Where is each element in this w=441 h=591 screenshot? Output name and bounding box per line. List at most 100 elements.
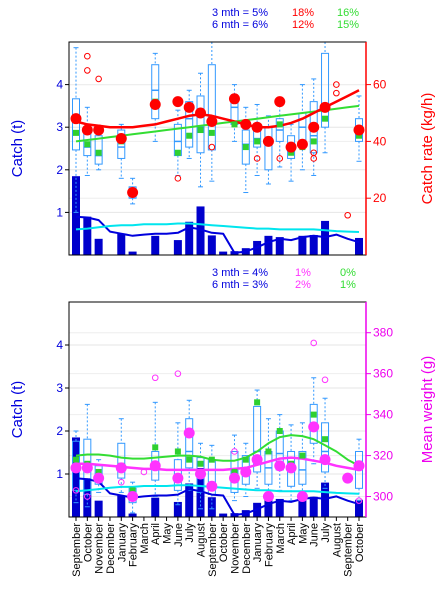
catch-bar: [173, 501, 182, 517]
month-label: May: [162, 523, 174, 544]
mean-weight-point: [342, 472, 354, 484]
panel-bottom: 1 2 3 4 300 320 340 360 380 Catch (t) Mean weight …: [9, 267, 436, 518]
catch-bar: [298, 235, 307, 255]
left-tick-label: 2: [56, 424, 63, 438]
right-tick-label: 340: [373, 408, 393, 422]
mean-weight-point: [240, 466, 252, 478]
green-point: [276, 428, 283, 434]
catch-rate-point: [296, 138, 308, 150]
box: [207, 64, 216, 151]
stat-value-2: 16%: [337, 7, 359, 19]
stat-value-2: 1%: [340, 279, 356, 291]
green-point: [95, 468, 102, 475]
right-tick-label: 20: [373, 191, 387, 205]
panel-top: 1 2 3 4 20 40 60 Catch (t) Catch rate (kg/h) 3 mt…: [9, 7, 436, 256]
weight-outlier: [321, 376, 329, 384]
month-label: April: [286, 523, 298, 545]
catch-bar: [275, 237, 284, 255]
month-label: September: [207, 523, 219, 577]
green-point: [242, 144, 249, 151]
month-label: July: [320, 523, 332, 543]
catch-bar: [83, 216, 92, 255]
box: [253, 405, 262, 473]
green-point: [73, 456, 79, 463]
weight-outlier: [84, 493, 91, 500]
catch-rate-point: [206, 116, 218, 128]
catch-bar: [309, 234, 318, 255]
catch-bar: [72, 176, 80, 255]
left-tick-label: 3: [56, 120, 63, 134]
month-label: February: [263, 523, 275, 568]
catch-rate-point: [115, 133, 127, 145]
green-point: [186, 456, 193, 463]
catch-bar: [94, 500, 103, 517]
box: [196, 95, 205, 154]
mean-weight-point: [262, 491, 274, 503]
green-point: [95, 149, 102, 156]
catch-bar: [264, 497, 273, 517]
mean-weight-point: [172, 472, 184, 484]
month-label: December: [105, 523, 117, 574]
catch-rate-point: [70, 113, 82, 125]
catch-bar: [196, 206, 205, 255]
stat-label: 6 mth = 6%: [212, 19, 268, 31]
month-label: August: [331, 523, 343, 557]
right-tick-label: 300: [373, 490, 393, 504]
green-point: [254, 399, 261, 406]
catch-bar: [275, 498, 284, 517]
weight-outlier: [140, 468, 148, 476]
green-point: [84, 141, 91, 148]
green-point: [265, 448, 272, 455]
stat-value-1: 18%: [292, 7, 314, 19]
box: [185, 418, 194, 469]
stat-value-1: 12%: [292, 19, 314, 31]
month-label: October: [218, 523, 230, 562]
catch-rate-point: [353, 124, 365, 136]
mean-weight-point: [308, 421, 320, 433]
mean-weight-point: [127, 491, 139, 503]
mean-weight-point: [274, 460, 286, 472]
right-tick-label: 320: [373, 449, 393, 463]
catch-rate-point: [195, 107, 207, 119]
mean-weight-point: [206, 480, 218, 492]
rate-outlier: [174, 175, 182, 182]
catch-bar: [117, 233, 126, 255]
catch-bar: [207, 235, 216, 255]
green-point: [322, 436, 329, 443]
mean-weight-point: [296, 491, 308, 503]
rate-outlier: [84, 52, 91, 60]
green-point: [276, 121, 283, 128]
catch-rate-point: [240, 118, 252, 130]
green-point: [208, 129, 215, 136]
weight-outlier: [310, 339, 318, 347]
catch-rate-point: [93, 124, 105, 136]
mean-weight-point: [81, 462, 93, 474]
green-point: [299, 452, 306, 459]
month-label: July: [184, 523, 196, 543]
catch-bar: [309, 496, 318, 517]
rate-outlier: [333, 89, 340, 97]
catch-rate-point: [319, 101, 331, 113]
weight-outlier: [72, 487, 80, 494]
catch-rate-trend-line: [75, 89, 360, 129]
rate-outlier: [208, 143, 216, 151]
rate-outlier: [95, 75, 102, 83]
catch-rate-point: [81, 124, 93, 136]
catch-rate-point: [228, 93, 240, 105]
mean-weight-point: [353, 460, 365, 472]
box: [72, 98, 80, 151]
boxplots: [72, 377, 363, 514]
green-point: [356, 132, 362, 139]
catch-bar: [185, 221, 194, 255]
green-point: [186, 132, 193, 139]
green-point: [242, 456, 249, 463]
weight-outlier: [174, 370, 182, 377]
box: [241, 129, 250, 165]
month-label: February: [128, 523, 140, 568]
catch-bar: [83, 478, 92, 517]
rate-outlier: [333, 81, 340, 88]
catch-bar: [151, 235, 160, 255]
catch-rate-point: [127, 187, 139, 199]
mean-weight-point: [149, 460, 161, 472]
